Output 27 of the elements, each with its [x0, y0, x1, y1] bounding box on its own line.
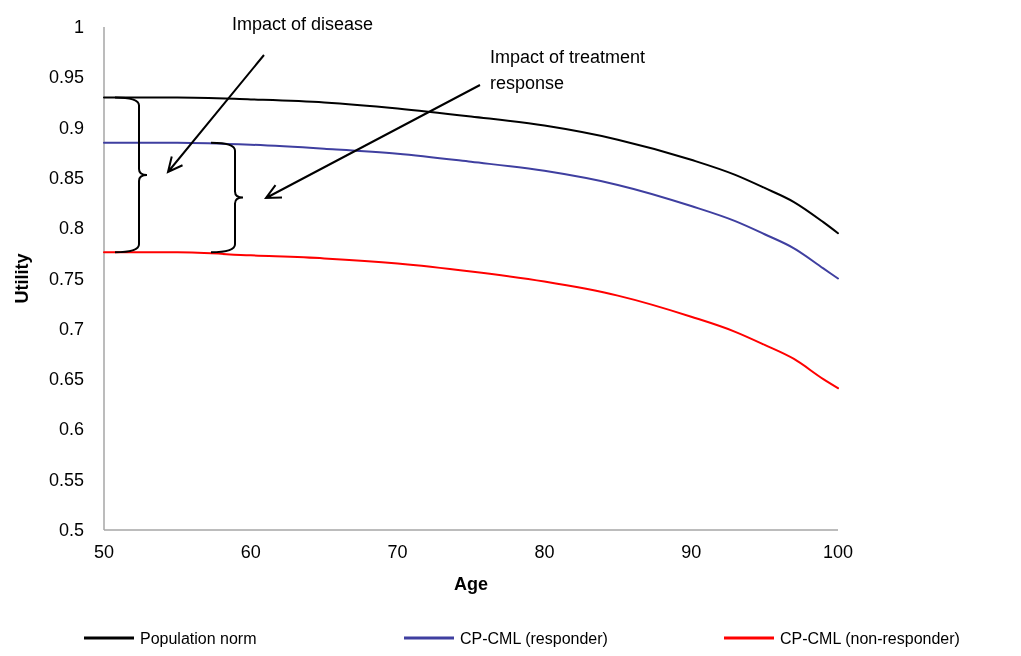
- x-tick-label: 90: [681, 542, 702, 562]
- x-tick-label: 80: [534, 542, 555, 562]
- x-axis-title: Age: [453, 574, 489, 594]
- line-series: [103, 96, 839, 235]
- legend-label: CP-CML (responder): [460, 629, 608, 647]
- y-tick-label: 0.55: [48, 469, 84, 490]
- y-tick-label: 0.8: [58, 218, 84, 239]
- x-tick-label: 70: [387, 542, 408, 562]
- line-series: [103, 141, 839, 280]
- y-tick-label: 0.75: [48, 268, 84, 289]
- y-axis-title: Utility: [12, 253, 32, 304]
- y-tick-label: 0.9: [58, 117, 84, 138]
- y-tick-label: 1: [73, 17, 84, 37]
- y-tick-label: 0.95: [48, 67, 84, 88]
- y-tick-label: 0.85: [48, 167, 84, 188]
- x-tick-label: 50: [93, 542, 115, 562]
- legend-label: CP-CML (non-responder): [780, 629, 960, 647]
- y-tick-label: 0.5: [58, 520, 84, 540]
- x-tick-label: 60: [240, 542, 261, 562]
- annotation: Impact of disease: [232, 14, 374, 34]
- annotation: Impact of treatment response: [490, 47, 646, 93]
- x-tick-label: 100: [822, 542, 854, 562]
- line-series: [103, 251, 839, 390]
- y-tick-label: 0.65: [48, 369, 84, 390]
- legend-label: Population norm: [140, 629, 257, 647]
- y-tick-label: 0.6: [58, 419, 84, 440]
- y-tick-label: 0.7: [58, 318, 84, 339]
